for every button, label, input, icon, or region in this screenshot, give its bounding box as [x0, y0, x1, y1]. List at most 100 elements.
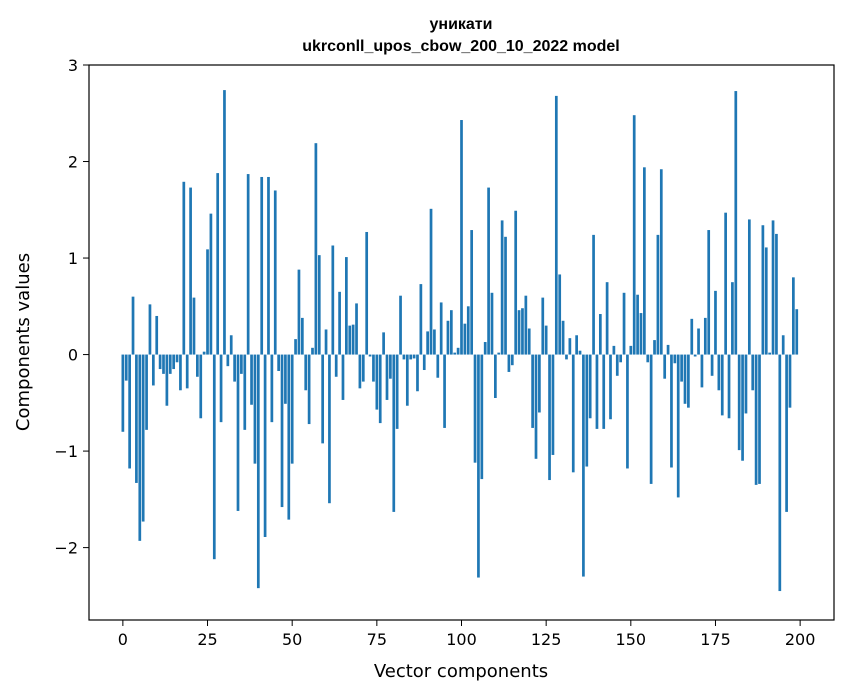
- bar: [345, 257, 348, 355]
- bar: [182, 181, 186, 355]
- y-tick-label: 0: [68, 346, 78, 365]
- bar: [372, 354, 375, 382]
- bar: [375, 354, 379, 410]
- y-tick-label: −1: [54, 442, 78, 461]
- bar: [673, 354, 677, 364]
- bar: [456, 347, 460, 355]
- bar: [260, 176, 264, 355]
- bar: [226, 354, 230, 367]
- bar: [277, 354, 280, 371]
- bar: [240, 354, 243, 374]
- bar: [250, 354, 253, 405]
- bar: [446, 320, 450, 355]
- bar: [483, 342, 487, 355]
- bar: [626, 354, 629, 469]
- bar: [395, 354, 399, 429]
- bar: [121, 354, 125, 432]
- bar: [426, 331, 429, 355]
- bar: [422, 354, 426, 371]
- bar: [565, 354, 568, 360]
- bar: [399, 295, 402, 355]
- bar: [690, 318, 694, 355]
- bar: [714, 290, 717, 355]
- bar: [768, 352, 772, 355]
- bar: [419, 284, 423, 355]
- x-axis-label: Vector components: [374, 661, 548, 682]
- bar: [433, 329, 436, 355]
- bar: [378, 354, 382, 424]
- y-axis-label: Components values: [13, 253, 34, 431]
- bar: [402, 354, 406, 360]
- bar: [551, 354, 555, 455]
- bar: [460, 120, 463, 355]
- bar: [273, 190, 277, 355]
- bar: [734, 91, 738, 355]
- bar: [297, 269, 301, 355]
- bar: [646, 354, 650, 363]
- bar: [609, 354, 612, 420]
- bar: [744, 354, 748, 414]
- bar: [710, 354, 714, 376]
- bar: [463, 323, 467, 355]
- bar: [636, 294, 639, 355]
- bar: [199, 354, 203, 419]
- bar: [663, 354, 667, 379]
- bar: [216, 173, 220, 355]
- bar: [280, 354, 284, 508]
- bar: [300, 317, 304, 355]
- bar: [131, 296, 135, 355]
- bar: [334, 354, 338, 377]
- bar: [145, 354, 148, 430]
- bar: [219, 354, 223, 423]
- bar: [246, 174, 250, 355]
- bar: [466, 306, 470, 355]
- bar: [324, 329, 328, 355]
- bar: [436, 354, 440, 378]
- bar: [155, 315, 159, 355]
- bar: [758, 354, 761, 484]
- bar: [477, 354, 480, 578]
- bar: [629, 345, 633, 355]
- bar: [747, 219, 751, 355]
- bar: [473, 354, 477, 463]
- bar: [212, 354, 216, 560]
- bar: [151, 354, 155, 386]
- bar: [700, 354, 704, 388]
- bar: [168, 354, 172, 374]
- bar: [571, 354, 575, 473]
- bar: [764, 247, 768, 355]
- bar: [453, 352, 457, 355]
- bar: [443, 354, 446, 428]
- bar: [592, 234, 595, 355]
- bar: [179, 354, 182, 391]
- x-tick-label: 75: [367, 630, 387, 649]
- bar: [792, 277, 795, 355]
- bar: [307, 354, 311, 425]
- y-tick-label: −2: [54, 539, 78, 558]
- bar: [223, 90, 226, 355]
- bar: [619, 354, 623, 363]
- y-tick-label: 2: [68, 153, 78, 172]
- bar: [206, 249, 209, 355]
- y-axis-ticks: −2 −1 0 1 2 3: [54, 56, 89, 558]
- bar: [135, 354, 138, 483]
- bar: [192, 297, 196, 355]
- bar: [602, 354, 606, 429]
- bar: [737, 354, 741, 451]
- bar: [680, 354, 683, 382]
- bar: [172, 354, 176, 370]
- bar: [795, 309, 799, 355]
- bar: [196, 354, 199, 377]
- bar: [202, 351, 206, 355]
- bar: [524, 295, 528, 355]
- bar: [670, 354, 673, 468]
- bar: [727, 354, 731, 419]
- bar: [348, 325, 352, 355]
- bar: [717, 354, 721, 391]
- bar: [416, 354, 419, 392]
- bar: [632, 115, 636, 355]
- bar: [578, 350, 582, 355]
- bar: [548, 354, 551, 481]
- bar: [703, 317, 707, 355]
